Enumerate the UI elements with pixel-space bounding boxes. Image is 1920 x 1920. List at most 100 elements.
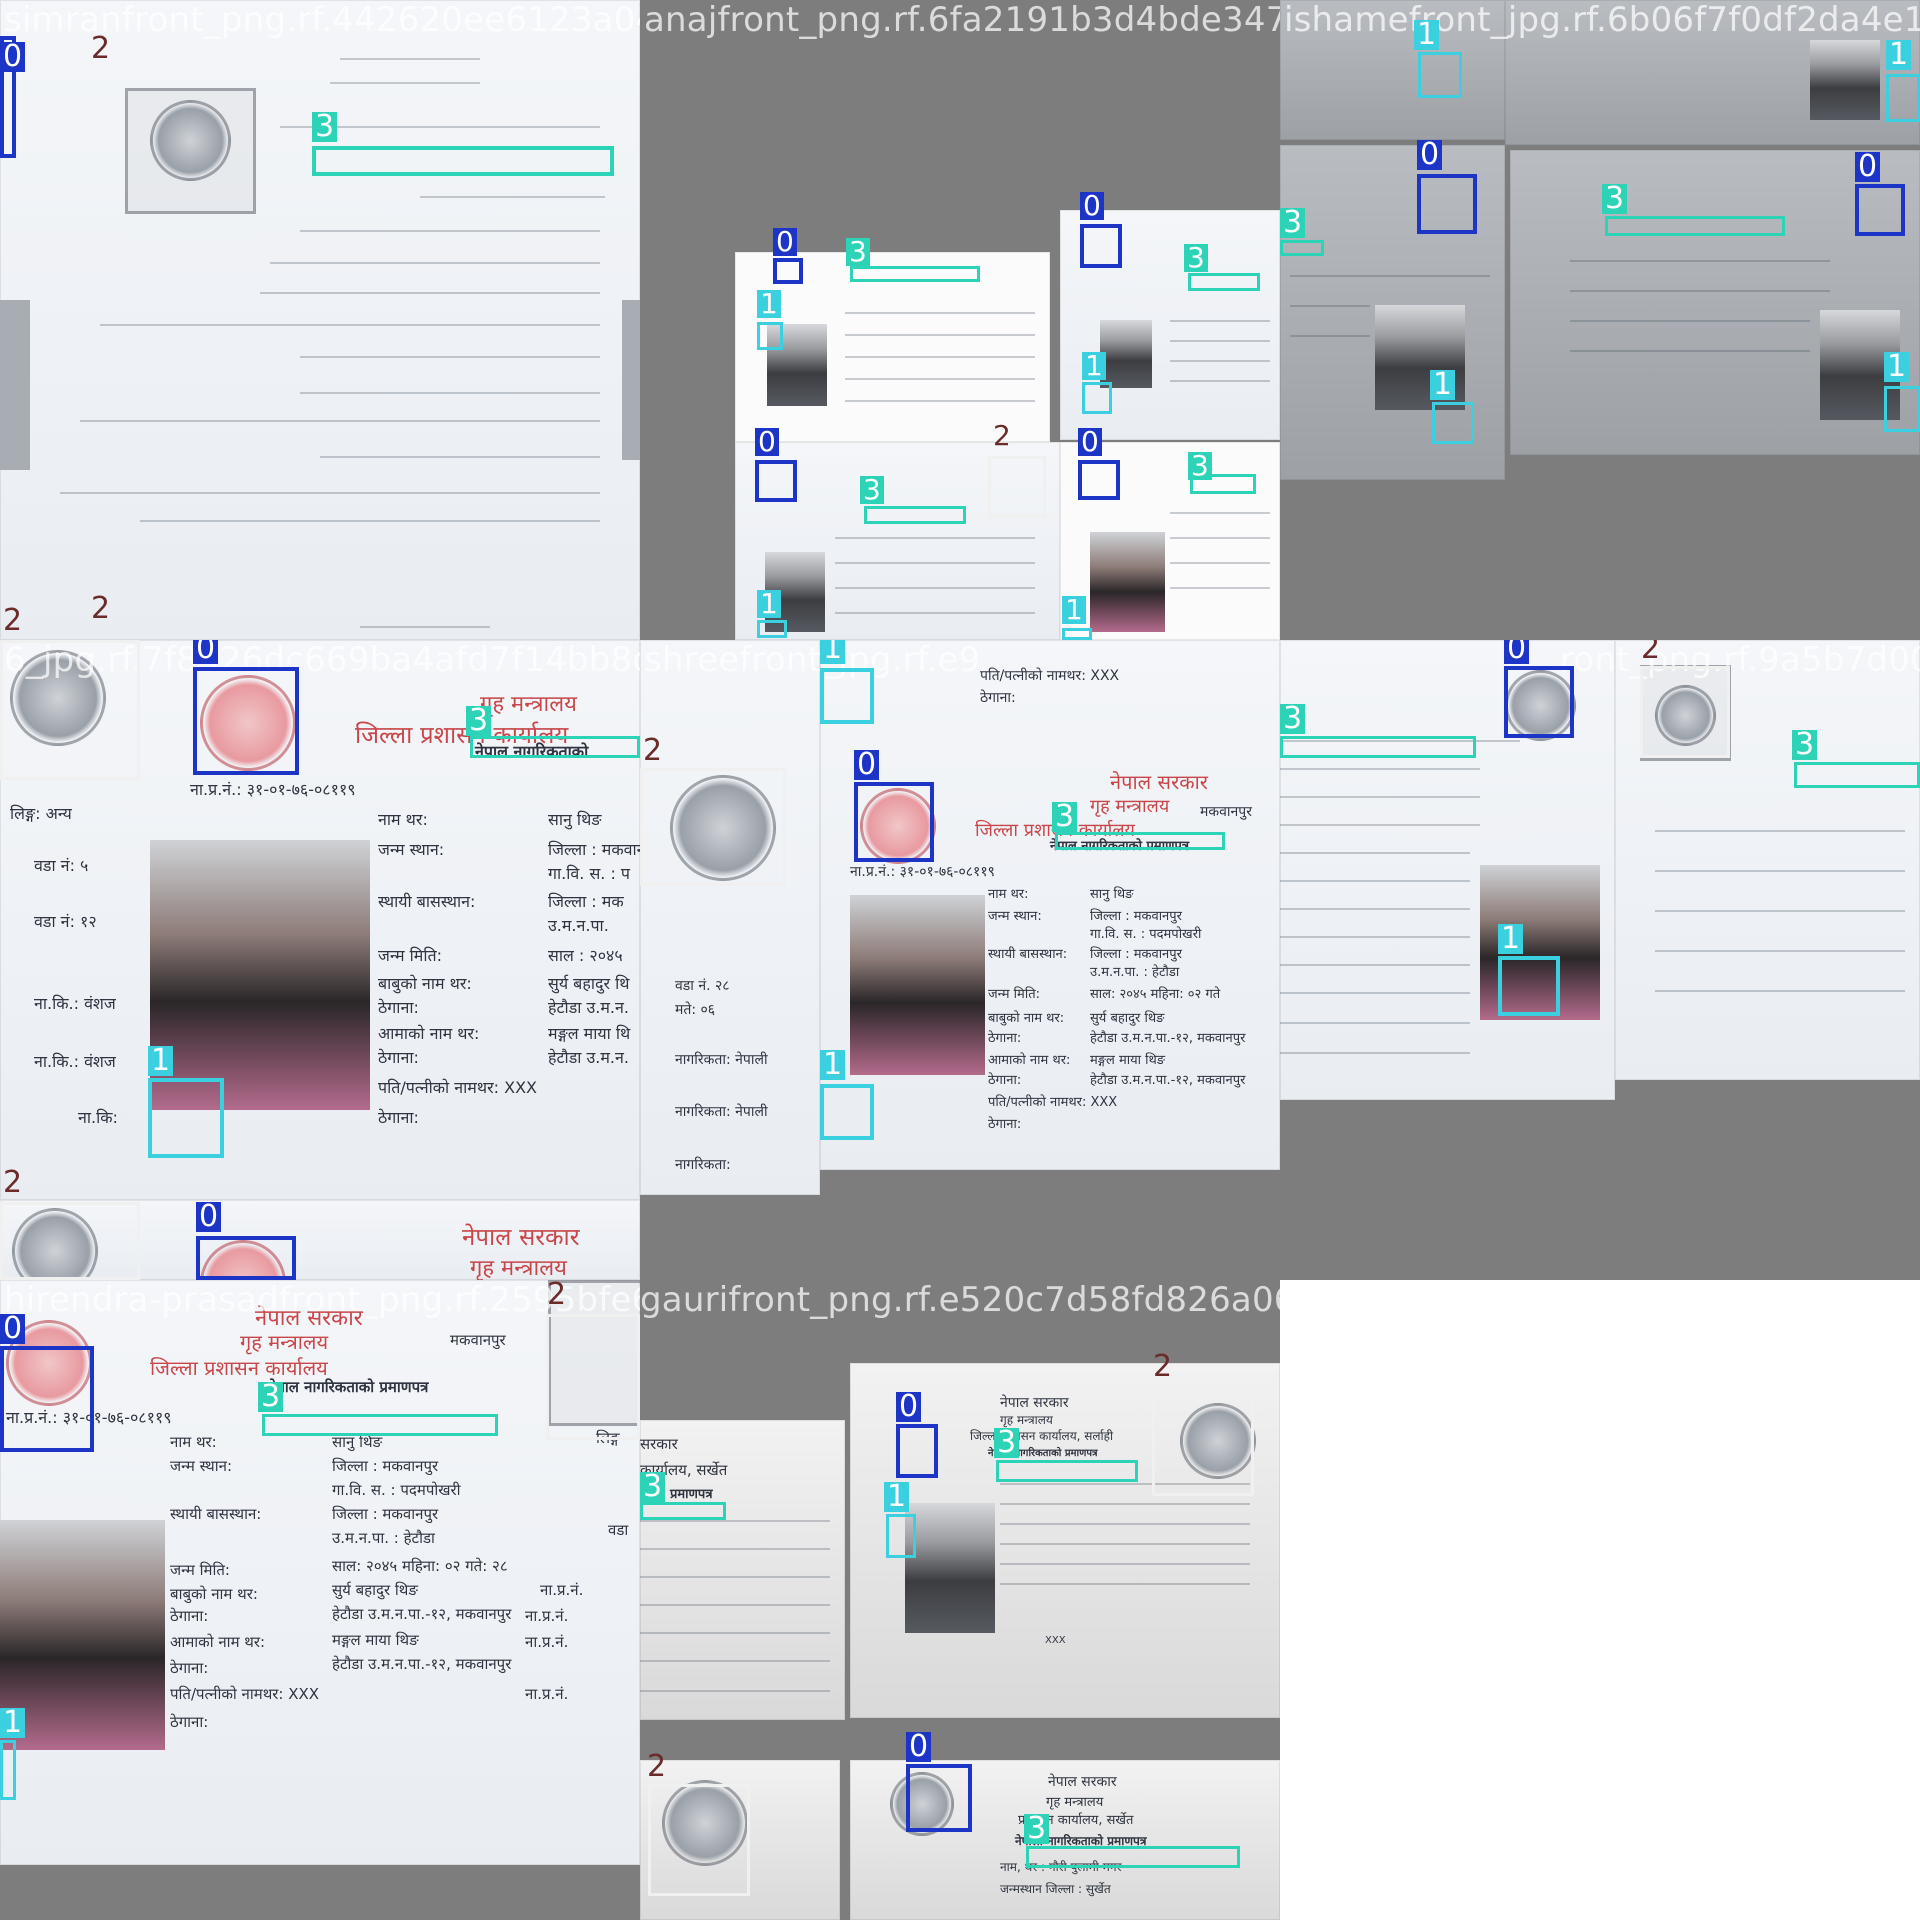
bbox-label: 0	[193, 640, 219, 664]
bbox-label: 3	[1052, 802, 1078, 832]
field-value: जिल्ला : मक	[548, 892, 624, 911]
ministry-text: गृह मन्त्रालय	[240, 1330, 329, 1354]
header-text: नेपाल सरकार	[1000, 1395, 1069, 1411]
photo	[0, 1520, 165, 1750]
field-label: जन्म स्थान:	[170, 1457, 233, 1475]
citizenship-card	[1505, 0, 1920, 145]
mosaic-cell-3: गृह मन्त्रालय जिल्ला प्रशासन कार्यालय ने…	[0, 640, 640, 1280]
office-text: जिल्ला प्रशासन कार्यालय	[150, 1356, 328, 1380]
field-label: स्थायी बासस्थान:	[988, 947, 1068, 962]
bbox-label: 2	[91, 31, 111, 66]
bbox-class-3	[1280, 240, 1324, 256]
photo	[1810, 40, 1880, 120]
bbox-label: 1	[1884, 352, 1910, 382]
field-label: जन्मस्थान जिल्ला : सुर्खेत	[1000, 1882, 1111, 1896]
citizenship-card	[1510, 150, 1920, 455]
field-label: जन्म मिति:	[170, 1561, 230, 1579]
field-label: बाबुको नाम थर:	[988, 1011, 1065, 1026]
citizenship-card: नेपाल सरकार गृह मन्त्रालय जिल्ला प्रशासन…	[850, 1363, 1280, 1718]
citizenship-card: ठेगाना: पति/पत्नीको नामथर: XXX नेपाल सरक…	[820, 640, 1280, 1170]
field-value: उ.म.न.पा. : हेटौडा	[1090, 965, 1180, 980]
bbox-class-1	[1418, 52, 1462, 98]
bbox-class-3	[640, 1502, 726, 1520]
field-value: जिल्ला : मकवानपुर	[1090, 947, 1182, 962]
field-value: उ.म.न.पा. : हेटौडा	[332, 1529, 435, 1547]
bbox-label: 3	[994, 1428, 1020, 1458]
mosaic-cell-5: ront_png.rf.9a5b7d0010732519 0 3 2 3 1	[1280, 640, 1920, 1280]
bbox-class-2	[1640, 666, 1730, 758]
field-value: हेटौडा उ.म.न.	[548, 998, 629, 1017]
bbox-class-3	[470, 736, 640, 758]
card-heading: प्रमाणपत्र	[670, 1487, 713, 1502]
field-label: नाम थर:	[988, 887, 1029, 902]
field-label: ठेगाना:	[988, 1031, 1022, 1046]
field-label: नाम थर:	[170, 1433, 217, 1451]
bbox-class-1	[757, 322, 783, 350]
bbox-label: 0	[196, 1202, 222, 1232]
image-filename: anajfront_png.rf.6fa2191b3d4bde34709b	[644, 0, 1280, 40]
bbox-class-3	[262, 1414, 498, 1436]
field-label: ठेगाना:	[980, 690, 1016, 706]
bbox-label: 1	[1498, 924, 1524, 954]
bbox-class-0	[0, 1346, 94, 1452]
field-value: जिल्ला : मकवानपुर	[548, 840, 640, 859]
citizenship-card	[735, 442, 1060, 640]
field-label: स्थायी बासस्थान:	[170, 1505, 262, 1523]
bbox-label: 2	[1641, 640, 1661, 666]
field-value: जिल्ला : मकवानपुर	[1090, 909, 1182, 924]
field-label: वडा नं: ५	[34, 856, 89, 875]
citizenship-card: नेपाल सरकार गृह मन्त्रालय	[0, 1200, 640, 1280]
bbox-label: 1	[820, 640, 846, 664]
bbox-label: 1	[1886, 40, 1912, 70]
bbox-label: 1	[148, 1046, 174, 1076]
bbox-class-3	[1605, 216, 1785, 236]
bbox-label: 3	[312, 112, 338, 142]
field-value: सुर्य बहादुर थिङ	[1090, 1011, 1165, 1026]
field-label: ना.कि.: वंशज	[34, 994, 116, 1013]
bbox-label: 3	[1792, 730, 1818, 760]
field-value: हेटौडा उ.म.न.	[548, 1048, 629, 1067]
bbox-label: 0	[1417, 140, 1443, 170]
bbox-label: 3	[1024, 1814, 1050, 1844]
emblem-seal	[1180, 1403, 1256, 1479]
bbox-label: 3	[1602, 184, 1628, 214]
bbox-label: 0	[1078, 428, 1102, 456]
bbox-class-1	[757, 620, 787, 638]
header-text: नेपाल सरकार	[462, 1223, 580, 1251]
field-label: ना.कि.: वंशज	[34, 1052, 116, 1071]
field-label: जन्म स्थान:	[988, 909, 1042, 924]
bbox-class-1	[1082, 382, 1112, 414]
ministry-text: गृह मन्त्रालय	[1090, 796, 1170, 817]
field-label: ना.प्र.नं.	[525, 1633, 569, 1651]
field-value: गा.वि. स. : पदमपोखरी	[332, 1481, 461, 1499]
card-heading: नेपाल नागरिकताको प्रमाणपत्र	[268, 1378, 429, 1396]
bbox-class-3	[1794, 762, 1920, 788]
field-value: साल: २०४५ महिना: ०२ गते	[1090, 987, 1221, 1002]
field-label: वडा नं: १२	[34, 912, 97, 931]
bbox-class-2	[648, 1784, 750, 1896]
citizenship-card	[1060, 210, 1280, 440]
bbox-class-1	[886, 1514, 916, 1558]
mosaic-cell-0: नेपाल सरकार नागरिकताको प्रमाणपत्र simran…	[0, 0, 640, 640]
bbox-label: 1	[1082, 352, 1106, 380]
emblem-seal	[890, 1772, 954, 1836]
bbox-label: 2	[647, 1749, 667, 1784]
bbox-class-2	[0, 1202, 140, 1280]
bbox-class-2	[988, 456, 1046, 518]
field-label: नागरिकता: नेपाली	[675, 1104, 768, 1120]
field-label: ना.प्र.नं.	[525, 1607, 569, 1625]
field-label: लिङ्ग: अन्य	[10, 804, 72, 823]
field-value: मङ्गल माया थिङ	[1090, 1053, 1166, 1068]
bbox-class-0	[755, 460, 797, 502]
mosaic-cell-4: वडा नं. २८ मते: ०६ नागरिकता: नेपाली नागर…	[640, 640, 1280, 1280]
bbox-class-0	[0, 36, 16, 158]
bbox-class-1	[820, 668, 874, 724]
citizenship-card: नेपाल सरकार गृह मन्त्रालय जिल्ला प्रशासन…	[0, 1280, 640, 1865]
bbox-label: 1	[1062, 596, 1086, 624]
field-label: नागरिकता: नेपाली	[675, 1052, 768, 1068]
field-label: पति/पत्नीको नामथर: XXX	[170, 1685, 320, 1703]
field-label: ठेगाना:	[170, 1659, 209, 1677]
field-value: सानु थिङ	[1090, 887, 1134, 902]
citizenship-card	[1280, 145, 1505, 480]
field-value: हेटौडा उ.म.न.पा.-१२, मकवानपुर	[1090, 1073, 1246, 1088]
